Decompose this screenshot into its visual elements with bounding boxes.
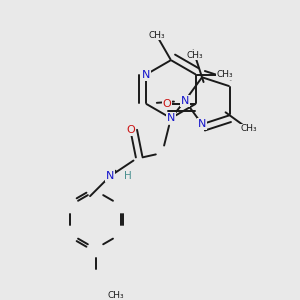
Text: N: N [181, 96, 189, 106]
Text: O: O [126, 125, 135, 135]
Text: CH₃: CH₃ [107, 291, 124, 300]
Text: O: O [163, 99, 171, 109]
Text: CH₃: CH₃ [217, 70, 233, 79]
Text: H: H [124, 171, 132, 181]
Text: N: N [142, 70, 150, 80]
Text: CH₃: CH₃ [240, 124, 257, 134]
Text: CH₃: CH₃ [187, 51, 203, 60]
Text: CH₃: CH₃ [148, 31, 165, 40]
Text: N: N [198, 119, 206, 129]
Text: N: N [167, 113, 175, 123]
Text: N: N [106, 171, 114, 181]
